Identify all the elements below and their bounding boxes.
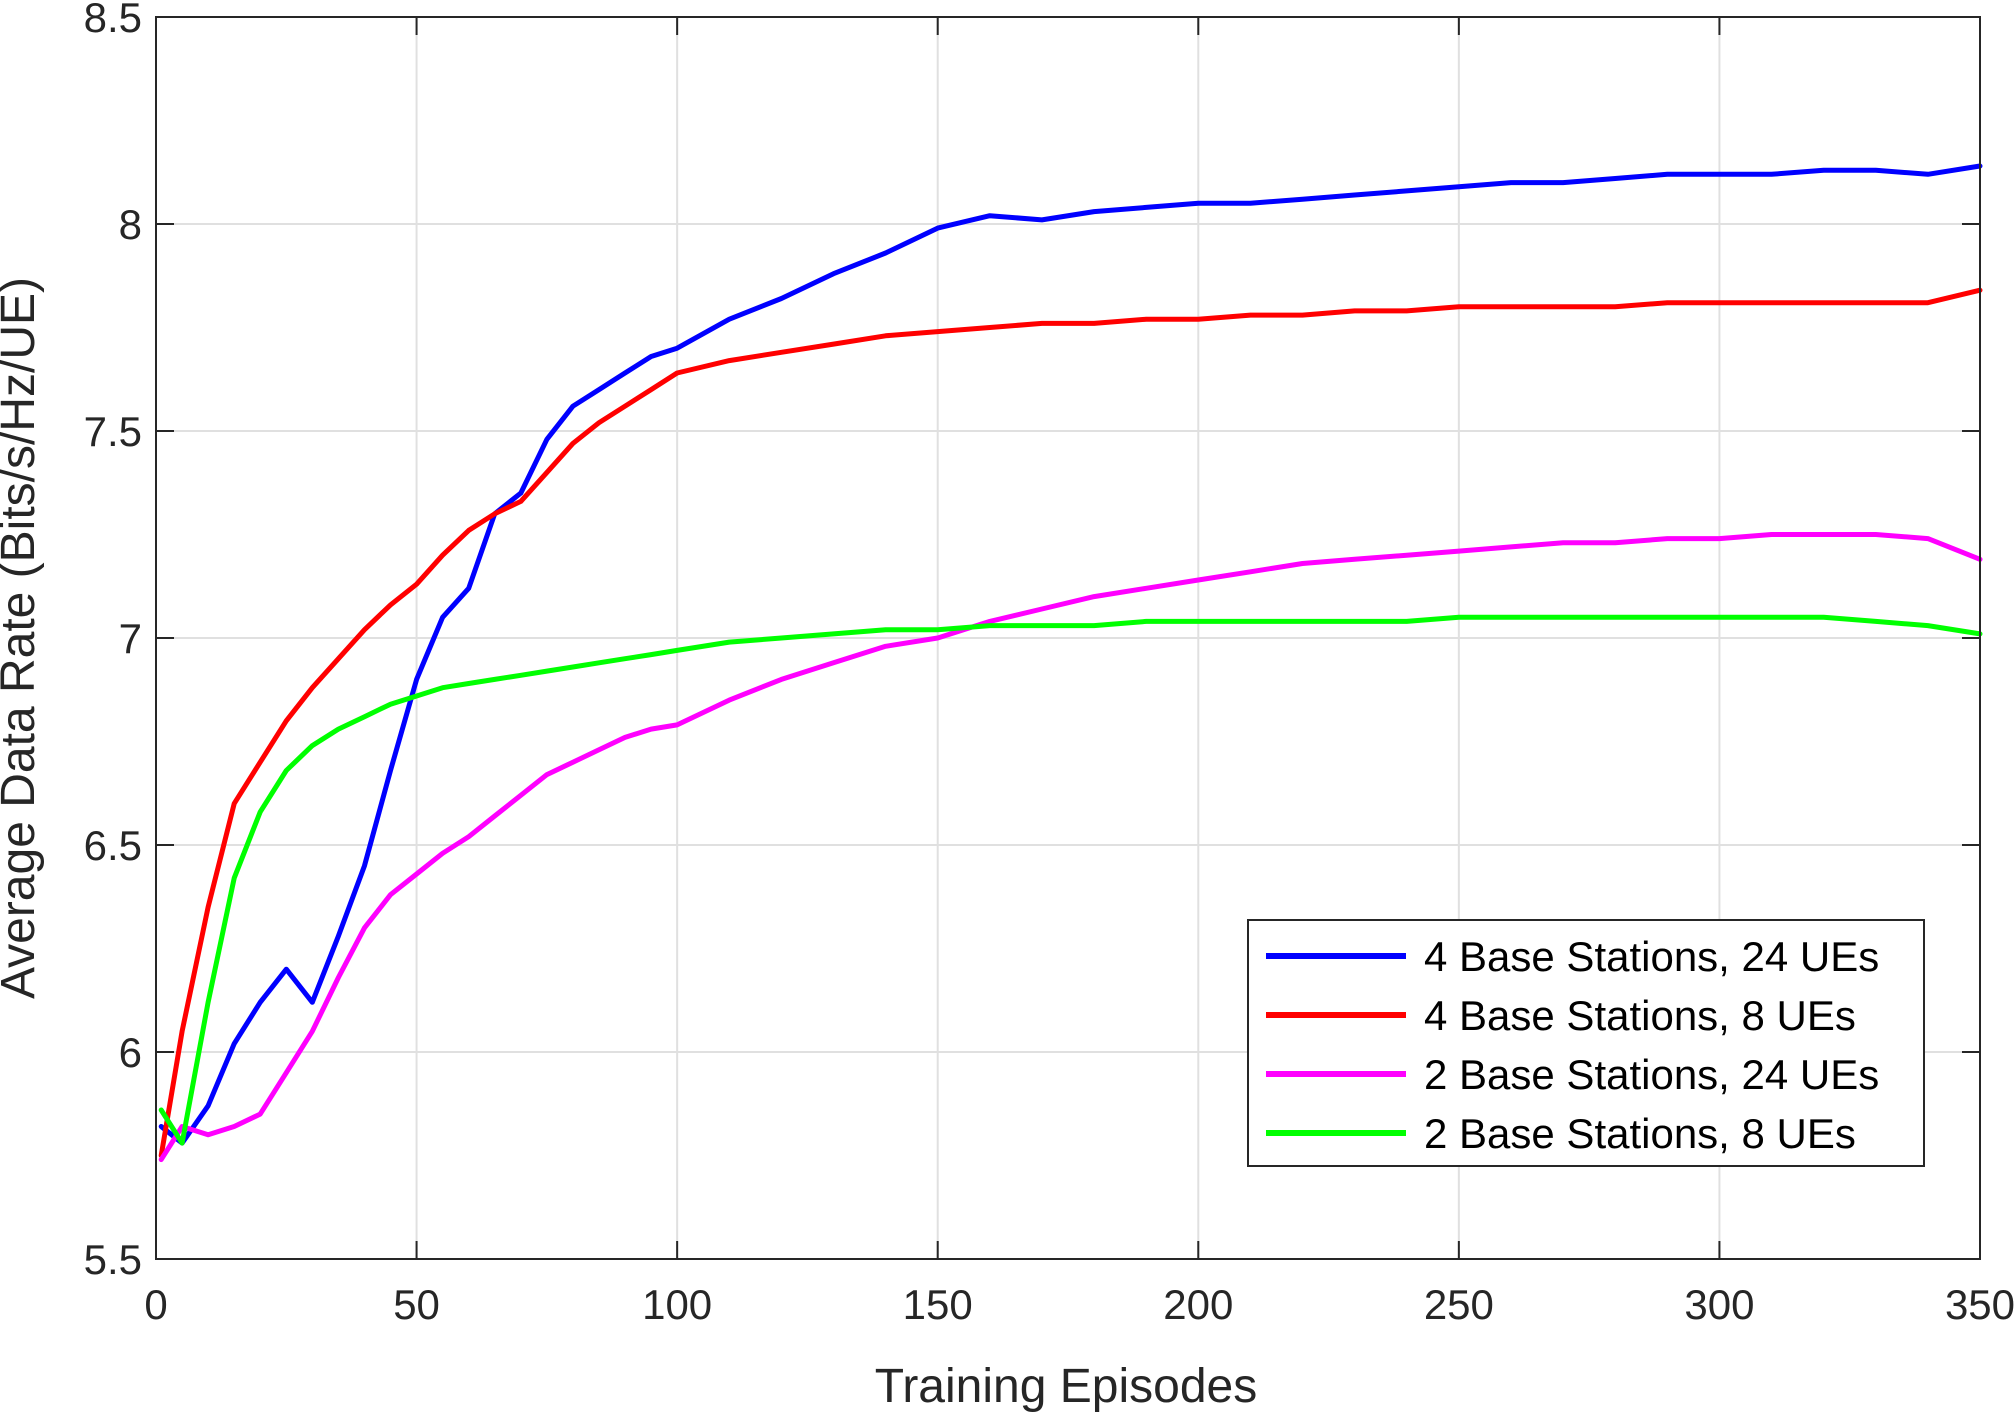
x-tick-label: 100 — [642, 1281, 712, 1328]
y-tick-label: 8.5 — [84, 0, 142, 41]
x-tick-label: 200 — [1163, 1281, 1233, 1328]
y-tick-label: 7.5 — [84, 408, 142, 455]
x-tick-label: 300 — [1684, 1281, 1754, 1328]
x-axis-label: Training Episodes — [875, 1360, 1257, 1413]
legend-label: 4 Base Stations, 8 UEs — [1424, 992, 1856, 1039]
y-tick-label: 7 — [119, 615, 142, 662]
y-axis-label: Average Data Rate (Bits/s/Hz/UE) — [0, 277, 45, 999]
x-tick-label: 50 — [393, 1281, 440, 1328]
y-tick-labels: 5.5 6 6.5 7 7.5 8 8.5 — [84, 0, 142, 1283]
x-tick-label: 350 — [1945, 1281, 2015, 1328]
legend: 4 Base Stations, 24 UEs 4 Base Stations, … — [1248, 920, 1924, 1166]
x-tick-label: 250 — [1424, 1281, 1494, 1328]
y-tick-label: 5.5 — [84, 1236, 142, 1283]
legend-label: 2 Base Stations, 8 UEs — [1424, 1110, 1856, 1157]
y-tick-label: 6.5 — [84, 822, 142, 869]
x-tick-label: 150 — [903, 1281, 973, 1328]
x-tick-label: 0 — [144, 1281, 167, 1328]
legend-label: 2 Base Stations, 24 UEs — [1424, 1051, 1879, 1098]
x-tick-labels: 0 50 100 150 200 250 300 350 — [144, 1281, 2015, 1328]
legend-label: 4 Base Stations, 24 UEs — [1424, 933, 1879, 980]
y-tick-label: 8 — [119, 201, 142, 248]
y-tick-label: 6 — [119, 1029, 142, 1076]
